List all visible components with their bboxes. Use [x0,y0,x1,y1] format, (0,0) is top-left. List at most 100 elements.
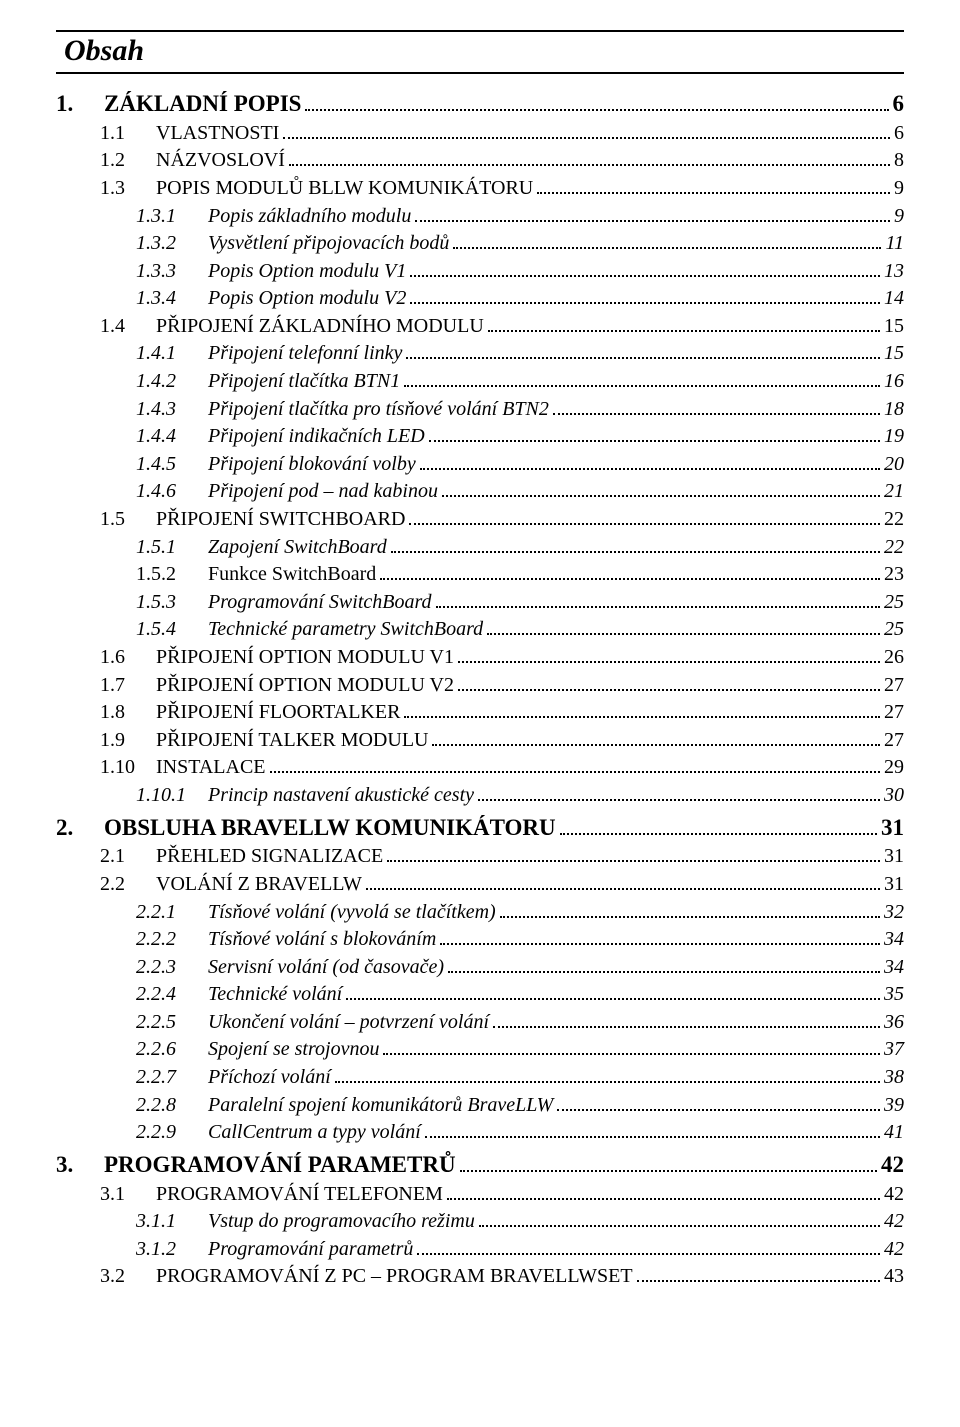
toc-entry-number: 2.2.3 [136,954,208,982]
toc-leader-dots [487,633,880,635]
toc-entry-number: 1.6 [100,644,156,672]
toc-entry-text: Příchozí volání [208,1064,331,1092]
toc-leader-dots [436,606,880,608]
toc-entry-number: 1.4.5 [136,451,208,479]
toc-entry-page: 43 [884,1263,904,1291]
toc-entry: 1.7PŘIPOJENÍ OPTION MODULU V227 [100,672,904,700]
toc-entry-number: 1.3.1 [136,203,208,231]
toc-entry-number: 1.7 [100,672,156,700]
toc-entry-text: PŘIPOJENÍ TALKER MODULU [156,727,428,755]
toc-entry-number: 1.8 [100,699,156,727]
toc-entry-page: 19 [884,423,904,451]
toc-entry-page: 32 [884,899,904,927]
toc-leader-dots [380,578,880,580]
toc-leader-dots [417,1253,880,1255]
toc-entry-page: 42 [884,1181,904,1209]
toc-entry-text: Popis základního modulu [208,203,411,231]
toc-leader-dots [383,1053,880,1055]
toc-entry-text: PŘEHLED SIGNALIZACE [156,843,383,871]
toc-leader-dots [289,164,890,166]
toc-entry: 2.2.6Spojení se strojovnou37 [136,1036,904,1064]
title-bar: Obsah [56,30,904,74]
toc-entry-number: 1.2 [100,147,156,175]
toc-entry-number: 1.4.6 [136,478,208,506]
toc-entry: 2.2VOLÁNÍ Z BRAVELLW31 [100,871,904,899]
toc-entry-page: 31 [884,843,904,871]
toc-leader-dots [440,943,880,945]
toc-entry-page: 38 [884,1064,904,1092]
toc-entry: 1.9PŘIPOJENÍ TALKER MODULU27 [100,727,904,755]
toc-entry: 1.5.4Technické parametry SwitchBoard25 [136,616,904,644]
toc-leader-dots [409,523,880,525]
toc-entry-page: 9 [894,175,904,203]
toc-leader-dots [346,998,880,1000]
toc-entry-number: 2.2.7 [136,1064,208,1092]
table-of-contents: 1.ZÁKLADNÍ POPIS61.1VLASTNOSTI61.2NÁZVOS… [56,88,904,1291]
toc-entry-text: Připojení pod – nad kabinou [208,478,438,506]
toc-entry-page: 6 [893,88,905,120]
toc-entry-number: 2.2 [100,871,156,899]
toc-entry-number: 1.4.4 [136,423,208,451]
toc-entry-number: 2.2.9 [136,1119,208,1147]
toc-entry-text: PROGRAMOVÁNÍ Z PC – PROGRAM BRAVELLWSET [156,1263,633,1291]
toc-entry-page: 23 [884,561,904,589]
toc-entry-number: 1.4 [100,313,156,341]
toc-entry-page: 42 [884,1208,904,1236]
toc-entry: 1.5.1Zapojení SwitchBoard22 [136,534,904,562]
toc-entry-page: 39 [884,1092,904,1120]
toc-entry-page: 16 [884,368,904,396]
toc-entry: 1.8PŘIPOJENÍ FLOORTALKER27 [100,699,904,727]
toc-entry: 2.OBSLUHA BRAVELLW KOMUNIKÁTORU31 [56,812,904,844]
toc-leader-dots [410,275,880,277]
toc-leader-dots [387,860,880,862]
toc-entry: 1.3.1Popis základního modulu9 [136,203,904,231]
toc-entry-text: Spojení se strojovnou [208,1036,379,1064]
toc-entry-number: 2.2.4 [136,981,208,1009]
toc-entry-number: 3.2 [100,1263,156,1291]
toc-entry: 3.1.1Vstup do programovacího režimu42 [136,1208,904,1236]
toc-entry: 1.4.6Připojení pod – nad kabinou21 [136,478,904,506]
toc-entry-text: Popis Option modulu V1 [208,258,406,286]
toc-leader-dots [406,357,880,359]
toc-entry-page: 42 [881,1149,904,1181]
toc-entry: 1.5.2Funkce SwitchBoard23 [136,561,904,589]
toc-entry-page: 27 [884,672,904,700]
toc-entry-number: 3. [56,1149,104,1181]
toc-entry-text: PŘIPOJENÍ FLOORTALKER [156,699,400,727]
toc-leader-dots [447,1198,880,1200]
toc-entry-number: 1.10.1 [136,782,208,810]
toc-leader-dots [448,971,880,973]
toc-entry-text: PŘIPOJENÍ SWITCHBOARD [156,506,405,534]
toc-entry-text: POPIS MODULŮ BLLW KOMUNIKÁTORU [156,175,533,203]
toc-entry-text: Paralelní spojení komunikátorů BraveLLW [208,1092,553,1120]
toc-entry-text: Servisní volání (od časovače) [208,954,444,982]
toc-leader-dots [493,1026,880,1028]
toc-entry: 2.2.3Servisní volání (od časovače)34 [136,954,904,982]
toc-entry-number: 1.5 [100,506,156,534]
toc-entry-number: 1.3 [100,175,156,203]
toc-leader-dots [305,109,888,111]
toc-entry-page: 26 [884,644,904,672]
toc-entry: 1.4.2Připojení tlačítka BTN116 [136,368,904,396]
toc-leader-dots [335,1081,880,1083]
toc-leader-dots [560,833,877,835]
toc-entry-text: INSTALACE [156,754,266,782]
toc-entry-page: 15 [884,340,904,368]
toc-entry-number: 2.2.5 [136,1009,208,1037]
toc-leader-dots [479,1225,880,1227]
toc-entry: 2.2.2Tísňové volání s blokováním34 [136,926,904,954]
toc-entry-page: 11 [885,230,904,258]
toc-leader-dots [366,888,880,890]
toc-entry-text: PŘIPOJENÍ OPTION MODULU V1 [156,644,454,672]
toc-leader-dots [391,551,880,553]
toc-entry-number: 1.3.4 [136,285,208,313]
toc-entry-number: 2.2.8 [136,1092,208,1120]
toc-entry-number: 1.5.1 [136,534,208,562]
toc-entry-text: Technické parametry SwitchBoard [208,616,483,644]
toc-entry-number: 3.1.2 [136,1236,208,1264]
toc-entry-number: 3.1 [100,1181,156,1209]
toc-entry: 1.4.4Připojení indikačních LED19 [136,423,904,451]
toc-entry-number: 2.2.2 [136,926,208,954]
toc-entry: 1.6PŘIPOJENÍ OPTION MODULU V1 26 [100,644,904,672]
toc-entry-text: Připojení blokování volby [208,451,416,479]
